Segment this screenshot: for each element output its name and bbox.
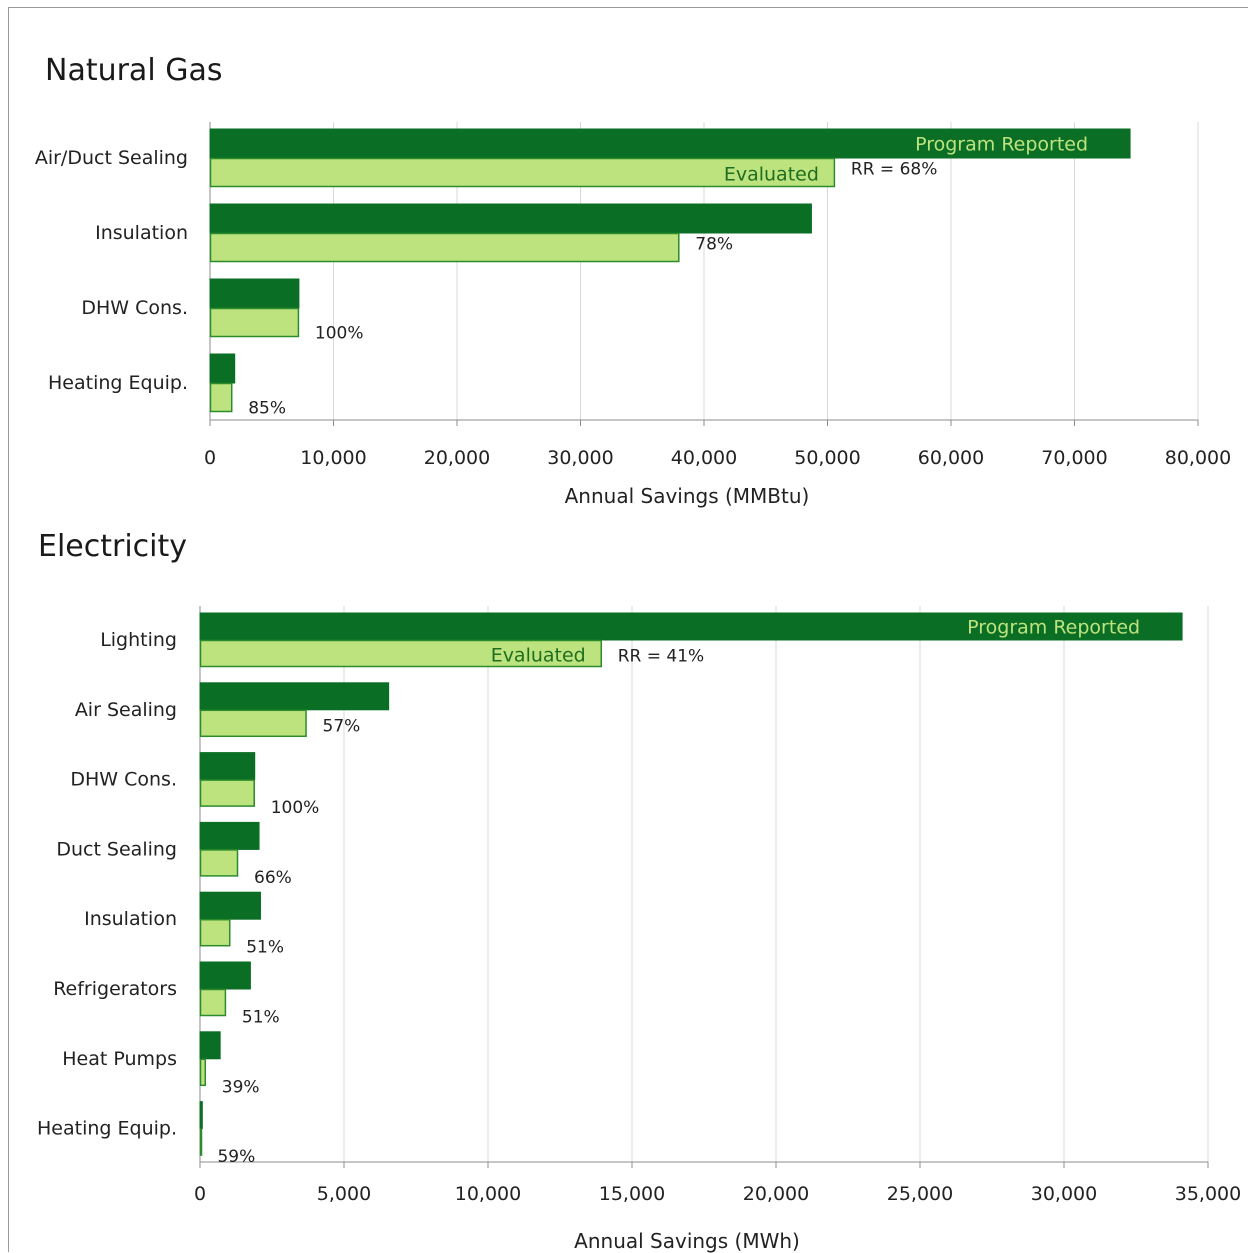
bar-evaluated [199,849,239,877]
chart-title: Natural Gas [45,53,222,88]
bar-program-reported [199,891,261,920]
bar-program-reported [199,612,1183,641]
x-tick-label: 15,000 [599,1183,665,1205]
x-tick-label: 50,000 [794,447,860,469]
realization-rate-label: RR = 68% [851,160,937,180]
bar-evaluated [209,307,300,338]
bar-program-reported [209,128,1131,159]
category-label: Air Sealing [75,699,177,721]
x-tick-label: 20,000 [424,447,490,469]
series-label-program-reported: Program Reported [967,617,1140,639]
bar-program-reported [199,1101,203,1130]
category-label: Refrigerators [53,978,177,1000]
series-label-program-reported: Program Reported [915,134,1088,156]
bar-evaluated [199,1128,203,1156]
x-tick-label: 60,000 [918,447,984,469]
category-label: DHW Cons. [70,769,177,791]
x-tick-label: 30,000 [1031,1183,1097,1205]
x-tick-label: 80,000 [1165,447,1231,469]
bar-evaluated [209,382,233,413]
realization-rate-label: 57% [323,716,361,736]
bar-evaluated [199,988,227,1017]
bar-program-reported [209,203,812,234]
realization-rate-label: RR = 41% [618,647,704,667]
bar-program-reported [199,961,251,990]
category-label: DHW Cons. [81,297,188,319]
bar-evaluated [209,157,836,188]
category-label: Heating Equip. [48,372,188,394]
chart-frame [8,7,1248,1252]
realization-rate-label: 59% [217,1147,255,1167]
bar-evaluated [199,709,307,738]
category-label: Lighting [100,629,177,651]
realization-rate-label: 51% [246,938,284,958]
category-label: Insulation [95,222,188,244]
x-tick-label: 5,000 [317,1183,371,1205]
x-tick-label: 20,000 [743,1183,809,1205]
x-tick-label: 0 [204,447,216,469]
x-tick-label: 10,000 [300,447,366,469]
realization-rate-label: 100% [315,324,364,344]
x-axis-label: Annual Savings (MMBtu) [565,484,810,508]
bar-evaluated [209,232,680,263]
realization-rate-label: 39% [222,1077,260,1097]
x-tick-label: 30,000 [547,447,613,469]
chart-title: Electricity [38,529,187,564]
bar-program-reported [199,752,256,781]
x-tick-label: 70,000 [1041,447,1107,469]
realization-rate-label: 51% [242,1008,280,1028]
realization-rate-label: 85% [248,399,286,419]
bar-program-reported [209,278,300,309]
x-tick-label: 25,000 [887,1183,953,1205]
realization-rate-label: 66% [254,868,292,888]
category-label: Duct Sealing [56,838,177,860]
x-axis-label: Annual Savings (MWh) [574,1229,800,1253]
bar-evaluated [199,639,603,668]
x-tick-label: 0 [194,1183,206,1205]
series-label-evaluated: Evaluated [724,164,819,186]
realization-rate-label: 100% [271,798,320,818]
x-tick-label: 10,000 [455,1183,521,1205]
bar-evaluated [199,1058,207,1087]
category-label: Air/Duct Sealing [35,147,188,169]
bar-program-reported [209,353,236,384]
bar-evaluated [199,918,231,947]
bar-program-reported [199,821,260,850]
bar-evaluated [199,779,255,807]
realization-rate-label: 78% [695,235,733,255]
category-label: Heat Pumps [62,1048,177,1070]
bar-program-reported [199,1031,221,1060]
x-tick-label: 40,000 [671,447,737,469]
series-label-evaluated: Evaluated [491,645,586,667]
x-tick-label: 35,000 [1175,1183,1241,1205]
bar-program-reported [199,682,390,711]
category-label: Heating Equip. [37,1118,177,1140]
category-label: Insulation [84,908,177,930]
